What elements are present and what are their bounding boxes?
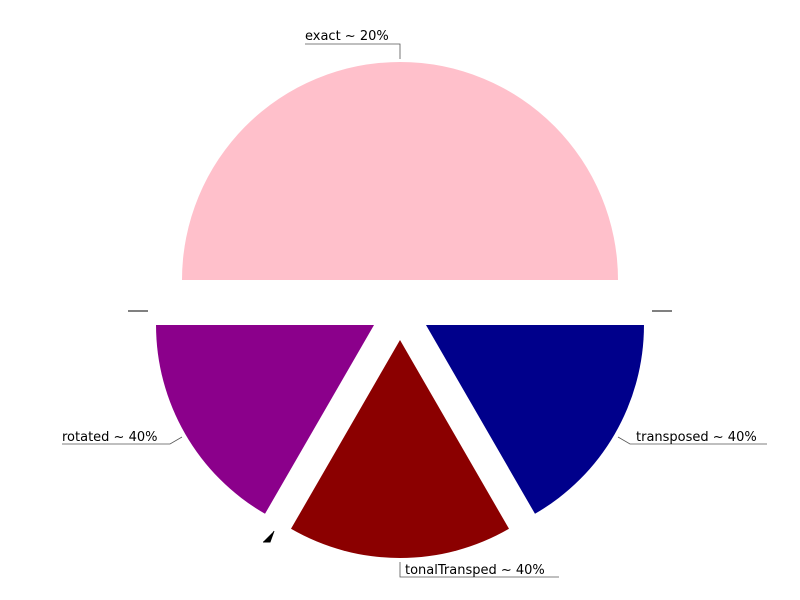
pie-slice-rotated: [156, 324, 375, 514]
pie-slice-exact: [182, 61, 619, 280]
label-rotated-group: rotated ~ 40%: [62, 430, 183, 445]
slice-label-rotated: rotated ~ 40%: [62, 430, 157, 445]
label-transposed-group: transposed ~ 40%: [617, 430, 767, 445]
pie-slice-tonal-transped: [290, 340, 509, 558]
leader-line-tonal-transped: [399, 562, 559, 578]
leader-line-transposed: [617, 436, 767, 445]
label-exact-group: exact ~ 20%: [305, 29, 401, 59]
pie-slice-transposed: [425, 325, 644, 514]
label-tonal-transped-group: tonalTransped ~ 40%: [399, 562, 559, 578]
leader-line-exact: [305, 43, 401, 59]
slice-label-tonal-transped: tonalTransped ~ 40%: [405, 563, 545, 578]
zero-slice-stub-bottom: [263, 530, 275, 543]
slice-label-exact: exact ~ 20%: [305, 29, 389, 44]
leader-line-rotated: [62, 436, 183, 445]
slice-label-transposed: transposed ~ 40%: [636, 430, 757, 445]
